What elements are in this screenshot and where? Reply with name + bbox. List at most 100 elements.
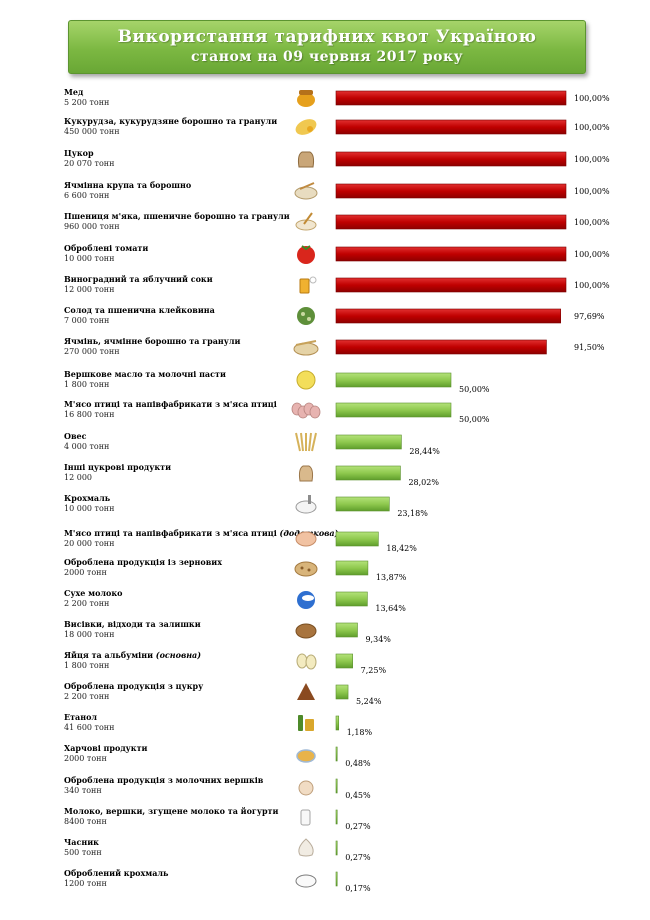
- value-label: 100,00%: [574, 94, 610, 103]
- value-label: 100,00%: [574, 123, 610, 132]
- category-label: Кукурудза, кукурудзяне борошно та гранул…: [64, 116, 277, 126]
- category-label: Ячмінь, ячмінне борошно та гранули: [64, 336, 240, 346]
- bar: [335, 531, 379, 547]
- value-label: 97,69%: [574, 312, 605, 321]
- cereal-icon: [294, 561, 318, 577]
- barley-groats-icon: [294, 182, 318, 200]
- quota-label: 2 200 тонн: [64, 599, 109, 608]
- poultry-icon: [291, 402, 321, 419]
- value-label: 0,48%: [345, 759, 371, 768]
- category-label: Оброблена продукція з молочних вершків: [64, 775, 264, 785]
- category-label: Ячмінна крупа та борошно: [64, 180, 192, 190]
- quota-label: 10 000 тонн: [64, 254, 114, 263]
- corn-icon: [295, 119, 317, 135]
- starch-icon: [295, 495, 317, 514]
- bar: [335, 778, 338, 794]
- category-label: Часник: [64, 837, 99, 847]
- wheat-flour-icon: [295, 212, 317, 231]
- category-label: Харчові продукти: [64, 743, 148, 753]
- category-label: Інші цукрові продукти: [64, 462, 171, 472]
- quota-label: 18 000 тонн: [64, 630, 114, 639]
- category-label: Цукор: [64, 148, 94, 158]
- milk-icon: [300, 809, 311, 826]
- bar: [335, 840, 338, 856]
- value-label: 5,24%: [356, 697, 382, 706]
- quota-label: 340 тонн: [64, 786, 102, 795]
- processed-starch-icon: [295, 874, 317, 888]
- quota-label: 2000 тонн: [64, 754, 107, 763]
- quota-label: 960 000 тонн: [64, 222, 120, 231]
- bar: [335, 622, 358, 638]
- category-label: Пшениця м'яка, пшеничне борошно та грану…: [64, 211, 290, 221]
- bran-icon: [295, 623, 317, 639]
- ethanol-icon: [298, 715, 314, 731]
- quota-label: 270 000 тонн: [64, 347, 120, 356]
- category-label: Виноградний та яблучний соки: [64, 274, 213, 284]
- quota-label: 2 200 тонн: [64, 692, 109, 701]
- value-label: 50,00%: [459, 385, 490, 394]
- value-label: 28,02%: [408, 478, 439, 487]
- value-label: 0,27%: [345, 822, 371, 831]
- quota-label: 1 800 тонн: [64, 661, 109, 670]
- bar: [335, 591, 368, 607]
- eggs-icon: [296, 653, 317, 670]
- quota-label: 2000 тонн: [64, 568, 107, 577]
- bar: [335, 871, 338, 887]
- category-label: Етанол: [64, 712, 97, 722]
- value-label: 28,44%: [409, 447, 440, 456]
- chart-row: Молоко, вершки, згущене молоко та йогурт…: [64, 806, 371, 831]
- quota-label: 20 070 тонн: [64, 159, 114, 168]
- category-label: Яйця та альбуміни (основна): [64, 650, 201, 660]
- value-label: 13,64%: [375, 604, 406, 613]
- honey-icon: [297, 90, 315, 107]
- bar: [335, 496, 390, 512]
- chicken-icon: [295, 531, 317, 547]
- quota-label: 16 800 тонн: [64, 410, 114, 419]
- value-label: 100,00%: [574, 187, 610, 196]
- bar: [335, 434, 402, 450]
- tomato-icon: [297, 245, 315, 264]
- sugar-product-icon: [298, 465, 314, 482]
- chart-row: М'ясо птиці та напівфабрикати з м'яса пт…: [64, 528, 417, 553]
- value-label: 23,18%: [397, 509, 428, 518]
- milk-powder-icon: [297, 591, 315, 609]
- barley-icon: [293, 340, 319, 356]
- chart-row: Пшениця м'яка, пшеничне борошно та грану…: [64, 211, 610, 231]
- garlic-icon: [298, 838, 314, 857]
- quota-label: 12 000 тонн: [64, 285, 114, 294]
- bar: [335, 684, 349, 700]
- value-label: 7,25%: [361, 666, 387, 675]
- quota-label: 7 000 тонн: [64, 316, 109, 325]
- bar: [335, 372, 452, 388]
- bar: [335, 746, 338, 762]
- value-label: 18,42%: [386, 544, 417, 553]
- butter-icon: [296, 370, 316, 390]
- value-label: 0,17%: [345, 884, 371, 893]
- category-label: М'ясо птиці та напівфабрикати з м'яса пт…: [64, 399, 277, 409]
- quota-label: 450 000 тонн: [64, 127, 120, 136]
- quota-label: 500 тонн: [64, 848, 102, 857]
- quota-label: 5 200 тонн: [64, 98, 109, 107]
- food-icon: [296, 749, 316, 763]
- bar: [335, 339, 547, 355]
- value-label: 91,50%: [574, 343, 605, 352]
- category-label: Мед: [64, 87, 84, 97]
- value-label: 0,45%: [345, 791, 371, 800]
- juice-icon: [299, 276, 317, 294]
- bar: [335, 560, 369, 576]
- value-label: 1,18%: [347, 728, 373, 737]
